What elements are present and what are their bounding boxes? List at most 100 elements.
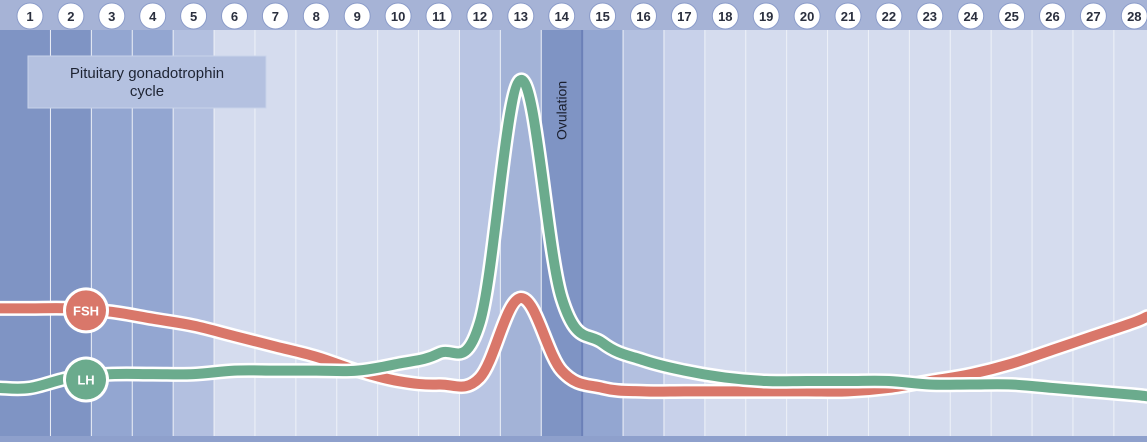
day-badge <box>139 2 167 30</box>
fsh-legend-badge: FSH <box>63 287 109 334</box>
ovulation-label: Ovulation <box>554 81 570 140</box>
day-tick: 11 <box>425 2 453 30</box>
ovulation-marker: Ovulation <box>554 30 584 436</box>
day-badge <box>875 2 903 30</box>
day-tick-label: 13 <box>514 9 528 24</box>
day-axis: 1 2 3 4 5 6 7 8 9 10 11 12 13 14 15 16 17 18 19 20 21 22 23 24 2… <box>0 0 1147 30</box>
lh-legend-label: LH <box>77 373 94 388</box>
day-tick: 21 <box>834 2 862 30</box>
day-tick-label: 10 <box>391 9 405 24</box>
day-badge <box>425 2 453 30</box>
day-tick: 5 <box>180 2 208 30</box>
day-tick-label: 19 <box>759 9 773 24</box>
day-tick-label: 12 <box>473 9 487 24</box>
fsh-legend-label: FSH <box>73 303 99 318</box>
day-tick: 26 <box>1039 2 1066 30</box>
day-tick: 22 <box>875 2 903 30</box>
day-badge <box>1079 2 1107 30</box>
day-tick-label: 11 <box>432 9 446 24</box>
bottom-bar <box>0 436 1147 442</box>
day-tick: 23 <box>916 2 944 30</box>
day-badge <box>630 2 657 30</box>
day-tick-label: 17 <box>677 9 691 24</box>
day-tick-label: 15 <box>595 9 609 24</box>
day-badge <box>548 2 576 30</box>
day-badge <box>302 2 330 30</box>
day-tick: 15 <box>589 2 617 30</box>
day-badge <box>98 2 126 30</box>
day-tick-label: 26 <box>1045 9 1059 24</box>
day-tick-label: 7 <box>272 9 279 24</box>
day-badge <box>57 2 85 30</box>
day-badge <box>670 2 698 30</box>
day-badge <box>466 2 494 30</box>
series-badges: FSH LH <box>63 287 109 403</box>
day-tick-label: 18 <box>718 9 732 24</box>
day-tick-label: 16 <box>636 9 650 24</box>
day-tick-label: 27 <box>1086 9 1100 24</box>
day-tick-label: 14 <box>554 9 569 24</box>
day-tick: 1 <box>16 2 44 30</box>
day-tick: 25 <box>998 2 1026 30</box>
lh-line <box>0 74 1147 402</box>
day-band <box>827 30 869 436</box>
chart-title-line-2: cycle <box>130 83 164 100</box>
day-badge <box>793 2 821 30</box>
lh-legend-badge: LH <box>63 356 109 403</box>
day-badge <box>221 2 248 30</box>
day-band <box>582 30 624 436</box>
day-tick: 20 <box>793 2 821 30</box>
day-band <box>909 30 951 436</box>
day-band <box>623 30 664 436</box>
day-badge <box>1039 2 1066 30</box>
day-tick: 9 <box>343 2 371 30</box>
day-tick: 3 <box>98 2 126 30</box>
day-tick-label: 6 <box>231 9 238 24</box>
day-tick: 6 <box>221 2 248 30</box>
day-badge <box>1120 2 1147 30</box>
day-tick: 17 <box>670 2 698 30</box>
day-tick: 12 <box>466 2 494 30</box>
fsh-badge-fill <box>66 290 106 331</box>
chart-title: Pituitary gonadotrophin cycle <box>70 65 224 100</box>
day-band <box>1072 30 1114 436</box>
day-tick-label: 9 <box>354 9 361 24</box>
lh-badge-fill <box>66 359 106 400</box>
day-tick: 4 <box>139 2 167 30</box>
day-band <box>1113 30 1147 436</box>
day-tick-label: 8 <box>313 9 320 24</box>
chart-title-box: Pituitary gonadotrophin cycle <box>27 55 267 109</box>
day-tick: 2 <box>57 2 85 30</box>
day-tick-label: 21 <box>841 9 855 24</box>
fsh-line <box>0 292 1147 397</box>
day-tick-label: 2 <box>67 9 74 24</box>
day-tick-label: 24 <box>963 9 978 24</box>
day-tick-label: 20 <box>800 9 814 24</box>
day-tick: 19 <box>752 2 780 30</box>
day-badge <box>589 2 617 30</box>
day-badge <box>834 2 862 30</box>
day-badge <box>507 2 535 30</box>
day-tick: 8 <box>302 2 330 30</box>
day-badge <box>343 2 371 30</box>
day-tick: 14 <box>548 2 576 30</box>
day-band <box>1032 30 1073 436</box>
day-badge <box>998 2 1026 30</box>
day-band <box>745 30 787 436</box>
day-tick-label: 3 <box>108 9 115 24</box>
day-tick: 24 <box>957 2 985 30</box>
day-tick-label: 1 <box>26 9 33 24</box>
day-badge <box>384 2 412 30</box>
day-band <box>418 30 460 436</box>
day-badge <box>711 2 739 30</box>
series-lines <box>0 72 1147 404</box>
day-tick: 10 <box>384 2 412 30</box>
day-tick: 27 <box>1079 2 1107 30</box>
day-tick: 13 <box>507 2 535 30</box>
day-badge <box>752 2 780 30</box>
day-badge <box>261 2 289 30</box>
day-band <box>786 30 828 436</box>
day-tick: 18 <box>711 2 739 30</box>
day-tick-label: 5 <box>190 9 197 24</box>
